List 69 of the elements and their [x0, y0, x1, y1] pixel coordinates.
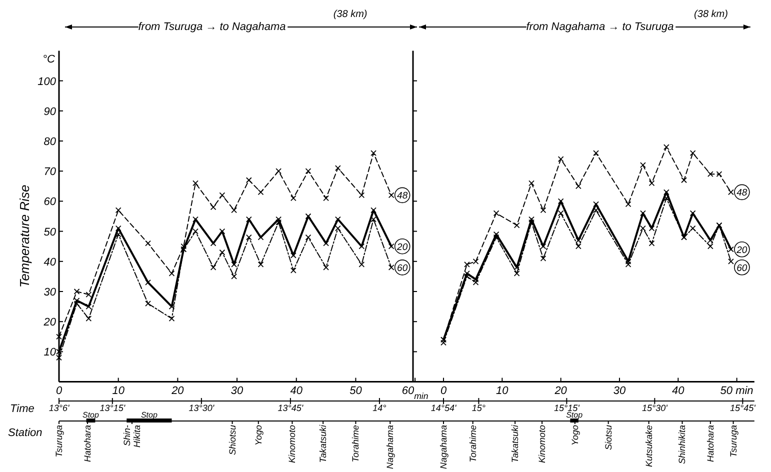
text: Time: [10, 403, 34, 415]
x-tick-label: 20: [170, 384, 185, 397]
x-tick-label: 40: [290, 384, 304, 397]
legend-label: 60: [736, 262, 748, 274]
text: Nagahama: [438, 425, 449, 470]
text: °C: [42, 54, 56, 66]
text: Kinomoto: [537, 425, 548, 464]
y-tick-label: 80: [44, 136, 57, 148]
series-label: 48: [397, 190, 408, 202]
y-tick-label: 70: [44, 166, 57, 178]
text: Tsuruga: [54, 425, 64, 458]
x-tick-label: 30: [613, 384, 626, 397]
text: Kinomoto: [287, 425, 298, 464]
x-tick-label: 60$_{min}$: [402, 384, 428, 401]
text: 15°30': [642, 403, 668, 413]
x-tick-label: 20: [554, 384, 568, 397]
text: 14°: [372, 403, 387, 413]
y-axis-title: Temperature Rise: [17, 184, 32, 288]
x-tick-label: 50 min: [720, 384, 754, 397]
x-tick-label: 50: [350, 384, 363, 397]
text: 13°15': [100, 403, 126, 413]
y-tick-label: 20: [42, 316, 57, 329]
chart-title: from Tsuruga → to Nagahama: [138, 21, 286, 33]
x-tick-label: 10: [112, 384, 126, 397]
x-tick-label: 40: [672, 384, 686, 397]
text: 15°45': [730, 403, 756, 413]
text: Siotsu: [603, 425, 614, 450]
y-tick-label: 30: [44, 286, 57, 298]
text: Station: [8, 427, 42, 439]
y-tick-label: 100: [38, 76, 57, 88]
y-tick-label: 60: [44, 196, 57, 208]
chart-subtitle: (38 km): [694, 9, 728, 20]
chart-title: from Nagahama → to Tsuruga: [526, 21, 674, 33]
text: Nagahama: [385, 425, 396, 470]
chart-subtitle: (38 km): [333, 9, 368, 20]
text: Stop: [82, 410, 100, 420]
x-tick-label: 0: [440, 384, 448, 397]
text: Yogo: [253, 425, 264, 446]
text: Takatsuki: [318, 424, 328, 463]
text: Hatohara: [82, 425, 92, 462]
x-tick-label: 0: [56, 384, 63, 397]
text: Torahime: [468, 425, 478, 462]
text: 14°54': [430, 403, 456, 413]
text: Hatohara: [705, 425, 716, 462]
text: Stop: [140, 410, 158, 420]
y-tick-label: 40: [44, 256, 57, 268]
text: 15°: [472, 403, 486, 413]
series-label: 20: [396, 242, 408, 253]
text: Shiotsu: [227, 425, 238, 456]
y-tick-label: 90: [44, 106, 57, 118]
text: Stop: [566, 410, 584, 420]
series-label: 20: [736, 244, 748, 256]
text: Kutsukake: [644, 425, 654, 468]
text: Yogo: [570, 425, 580, 446]
text: Torahime: [350, 425, 361, 462]
y-tick-label: 10: [44, 346, 57, 359]
text: 13°30': [188, 403, 214, 413]
legend-label: 60: [397, 262, 408, 274]
text: Takatsuki: [510, 424, 520, 463]
text: Shinhikita: [677, 425, 688, 464]
text: Shin-Hikita: [122, 425, 142, 448]
x-tick-label: 10: [496, 384, 510, 397]
text: 13°6': [48, 403, 70, 413]
y-tick-label: 50: [44, 226, 57, 238]
text: 15°15': [554, 403, 580, 413]
series-label: 48: [736, 188, 748, 199]
x-tick-label: 30: [230, 384, 244, 397]
text: Tsuruga: [728, 425, 738, 458]
text: 13°45': [278, 403, 304, 413]
